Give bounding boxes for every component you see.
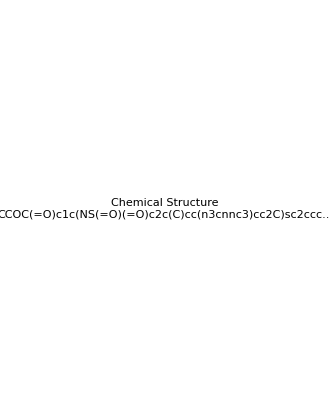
Text: Chemical Structure
CCOC(=O)c1c(NS(=O)(=O)c2c(C)cc(n3cnnc3)cc2C)sc2ccc...: Chemical Structure CCOC(=O)c1c(NS(=O)(=O… xyxy=(0,198,330,219)
